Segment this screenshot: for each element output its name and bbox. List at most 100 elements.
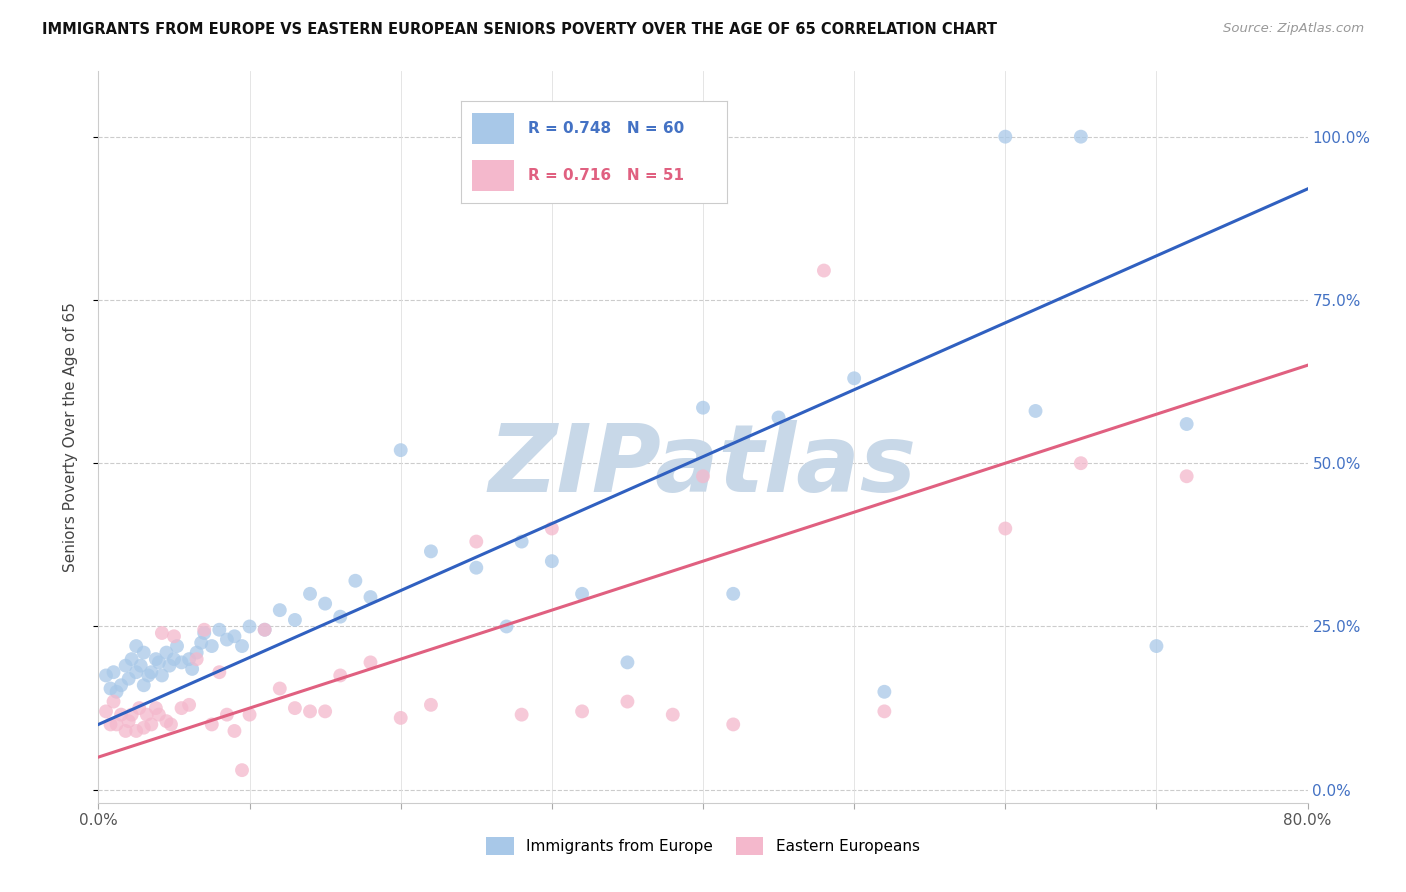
Point [201,639,224,653]
Point [163,652,186,666]
Legend: Immigrants from Europe, Eastern Europeans: Immigrants from Europe, Eastern European… [481,831,925,861]
Point [813,263,835,277]
Point [616,695,638,709]
Point [389,711,412,725]
Point [420,698,443,712]
Point [132,646,155,660]
Point [94,705,117,719]
Point [692,401,714,415]
Point [170,701,193,715]
Point [495,619,517,633]
Point [132,721,155,735]
Text: Source: ZipAtlas.com: Source: ZipAtlas.com [1223,22,1364,36]
Point [284,701,307,715]
Point [215,707,238,722]
Point [145,652,167,666]
Point [94,668,117,682]
Point [181,662,204,676]
Point [125,665,148,680]
Point [103,695,125,709]
Point [208,623,231,637]
Point [1175,417,1198,431]
Point [299,587,322,601]
Point [190,636,212,650]
Point [540,521,562,535]
Text: IMMIGRANTS FROM EUROPE VS EASTERN EUROPEAN SENIORS POVERTY OVER THE AGE OF 65 CO: IMMIGRANTS FROM EUROPE VS EASTERN EUROPE… [42,22,997,37]
Point [873,685,896,699]
Point [118,672,141,686]
Point [121,707,143,722]
Point [141,665,163,680]
Point [201,717,224,731]
Y-axis label: Seniors Poverty Over the Age of 65: Seniors Poverty Over the Age of 65 [63,302,77,572]
Point [344,574,367,588]
Point [571,705,593,719]
Point [231,639,253,653]
Point [103,665,125,680]
Point [148,656,170,670]
Point [132,678,155,692]
Point [159,658,181,673]
Point [465,560,488,574]
Point [114,723,136,738]
Point [100,717,122,731]
Point [844,371,866,385]
Point [105,685,128,699]
Point [125,639,148,653]
Point [510,707,533,722]
Point [186,646,208,660]
Point [186,652,208,666]
Point [269,603,291,617]
Point [253,623,276,637]
Point [314,597,336,611]
Point [994,521,1017,535]
Point [110,678,132,692]
Point [253,623,276,637]
Point [141,717,163,731]
Point [135,707,157,722]
Point [1070,129,1092,144]
Point [170,656,193,670]
Point [1024,404,1046,418]
Point [179,698,201,712]
Point [360,656,382,670]
Point [571,587,593,601]
Point [239,619,262,633]
Point [166,639,188,653]
Point [723,587,745,601]
Point [193,626,215,640]
Point [118,714,141,728]
Point [360,590,382,604]
Point [150,668,173,682]
Point [299,705,322,719]
Point [163,629,186,643]
Point [129,658,152,673]
Point [179,652,201,666]
Point [231,763,253,777]
Point [155,646,177,660]
Point [208,665,231,680]
Point [873,705,896,719]
Point [510,534,533,549]
Point [723,717,745,731]
Point [692,469,714,483]
Point [284,613,307,627]
Point [100,681,122,696]
Point [420,544,443,558]
Point [224,723,246,738]
Point [329,668,352,682]
Point [224,629,246,643]
Point [768,410,790,425]
Text: ZIPatlas: ZIPatlas [489,420,917,512]
Point [148,707,170,722]
Point [994,129,1017,144]
Point [1070,456,1092,470]
Point [105,717,128,731]
Point [150,626,173,640]
Point [136,668,159,682]
Point [269,681,291,696]
Point [193,623,215,637]
Point [215,632,238,647]
Point [1175,469,1198,483]
Point [128,701,150,715]
